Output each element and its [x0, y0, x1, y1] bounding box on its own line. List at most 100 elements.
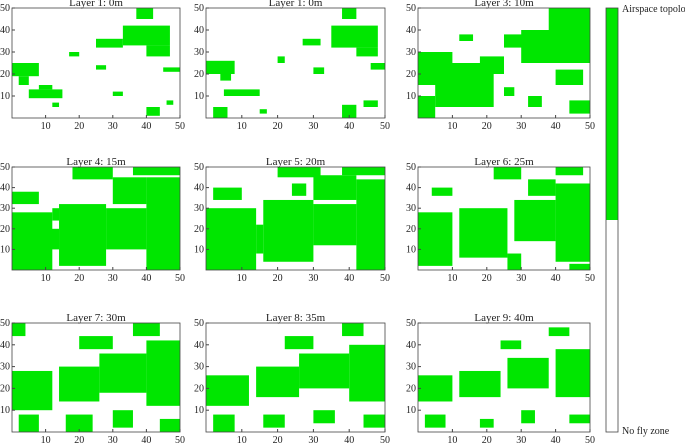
cell-block	[313, 175, 357, 200]
y-tick-label: 40	[0, 25, 10, 36]
x-tick-label: 10	[237, 435, 247, 446]
cell-block	[569, 263, 590, 270]
axes-frame	[11, 7, 181, 119]
panel: 10 20 30 40 50 10 20 30 40 50 Layer 9: 40m	[406, 312, 595, 446]
cell-block	[259, 109, 267, 114]
panel-title: Layer 1: 0m	[69, 0, 123, 9]
cell-block	[96, 65, 107, 70]
cell-block	[112, 91, 123, 96]
colorbar-segment	[606, 8, 618, 220]
x-tick-label: 50	[585, 273, 595, 284]
cell-block	[38, 85, 53, 90]
x-tick-label: 50	[380, 121, 390, 132]
cell-block	[363, 414, 385, 428]
x-tick-label: 30	[516, 273, 526, 284]
x-tick-label: 10	[447, 273, 457, 284]
cell-block	[313, 67, 325, 74]
y-tick-label: 20	[194, 224, 204, 235]
cell-block	[284, 336, 314, 350]
cell-block	[493, 167, 522, 180]
cell-block	[528, 179, 556, 196]
cell-block	[12, 63, 39, 77]
y-tick-label: 40	[194, 340, 204, 351]
cell-block	[424, 414, 446, 428]
cell-block	[356, 179, 385, 270]
y-tick-label: 40	[406, 340, 416, 351]
cell-block	[256, 366, 300, 398]
cell-block	[52, 102, 60, 107]
cell-block	[431, 187, 453, 196]
x-tick-label: 40	[344, 273, 354, 284]
x-tick-label: 10	[237, 273, 247, 284]
y-tick-label: 30	[406, 362, 416, 373]
cell-block	[349, 344, 385, 402]
y-tick-label: 50	[406, 162, 416, 173]
cell-block	[159, 418, 180, 432]
cell-block	[342, 104, 357, 118]
x-tick-label: 40	[344, 121, 354, 132]
x-tick-label: 30	[516, 435, 526, 446]
cell-block	[479, 418, 494, 428]
y-tick-label: 30	[406, 47, 416, 58]
colorbar-frame	[605, 7, 619, 433]
cell-block	[291, 183, 307, 196]
x-tick-label: 20	[74, 273, 84, 284]
y-tick-label: 10	[0, 405, 10, 416]
cell-block	[569, 100, 590, 114]
cell-block	[112, 410, 133, 428]
y-tick-label: 30	[194, 47, 204, 58]
x-tick-label: 20	[74, 435, 84, 446]
y-tick-label: 40	[406, 183, 416, 194]
cell-block	[528, 96, 542, 107]
y-tick-label: 50	[0, 318, 10, 329]
cell-block	[136, 8, 154, 19]
x-tick-label: 20	[482, 273, 492, 284]
y-tick-label: 40	[406, 25, 416, 36]
panel: 10 20 30 40 50 10 20 30 40 50 Layer 8: 35m	[194, 312, 390, 446]
x-tick-label: 30	[308, 121, 318, 132]
cell-block	[418, 96, 436, 118]
y-tick-label: 20	[406, 383, 416, 394]
cell-block	[206, 208, 257, 270]
cell-block	[122, 25, 170, 46]
cell-block	[65, 414, 93, 432]
x-tick-label: 10	[237, 121, 247, 132]
y-tick-label: 50	[406, 318, 416, 329]
cell-block	[206, 375, 249, 406]
panel-title: Layer 9: 40m	[474, 312, 534, 324]
y-tick-label: 40	[0, 183, 10, 194]
x-tick-label: 40	[141, 121, 151, 132]
axes-frame	[417, 166, 591, 271]
y-tick-label: 20	[0, 69, 10, 80]
colorbar-bottom-label: No fly zone	[622, 426, 670, 437]
x-tick-label: 20	[482, 121, 492, 132]
cell-block	[213, 414, 235, 432]
cell-block	[59, 204, 107, 266]
y-tick-label: 50	[0, 3, 10, 14]
panel-title: Layer 8: 35m	[266, 312, 326, 324]
cell-block	[418, 375, 453, 402]
panel-title: Layer 4: 15m	[66, 156, 126, 168]
y-tick-label: 20	[406, 224, 416, 235]
cell-block	[166, 100, 174, 105]
y-tick-label: 40	[0, 340, 10, 351]
x-tick-label: 30	[108, 273, 118, 284]
cell-block	[12, 370, 53, 411]
cell-block	[72, 167, 113, 180]
cell-block	[313, 410, 335, 424]
x-tick-label: 40	[344, 435, 354, 446]
y-tick-label: 30	[0, 203, 10, 214]
y-tick-label: 40	[194, 183, 204, 194]
cell-block	[263, 199, 314, 262]
x-tick-label: 30	[108, 435, 118, 446]
cell-block	[507, 253, 522, 270]
panel: 10 20 30 40 50 10 20 30 40 50 Layer 1: 0m	[194, 0, 390, 132]
x-tick-label: 40	[551, 273, 561, 284]
cell-block	[206, 60, 235, 74]
cell-block	[59, 366, 100, 402]
colorbar-segment	[606, 220, 618, 432]
x-tick-label: 50	[380, 435, 390, 446]
cell-block	[213, 107, 228, 118]
cell-block	[220, 74, 232, 81]
cell-block	[18, 76, 29, 85]
